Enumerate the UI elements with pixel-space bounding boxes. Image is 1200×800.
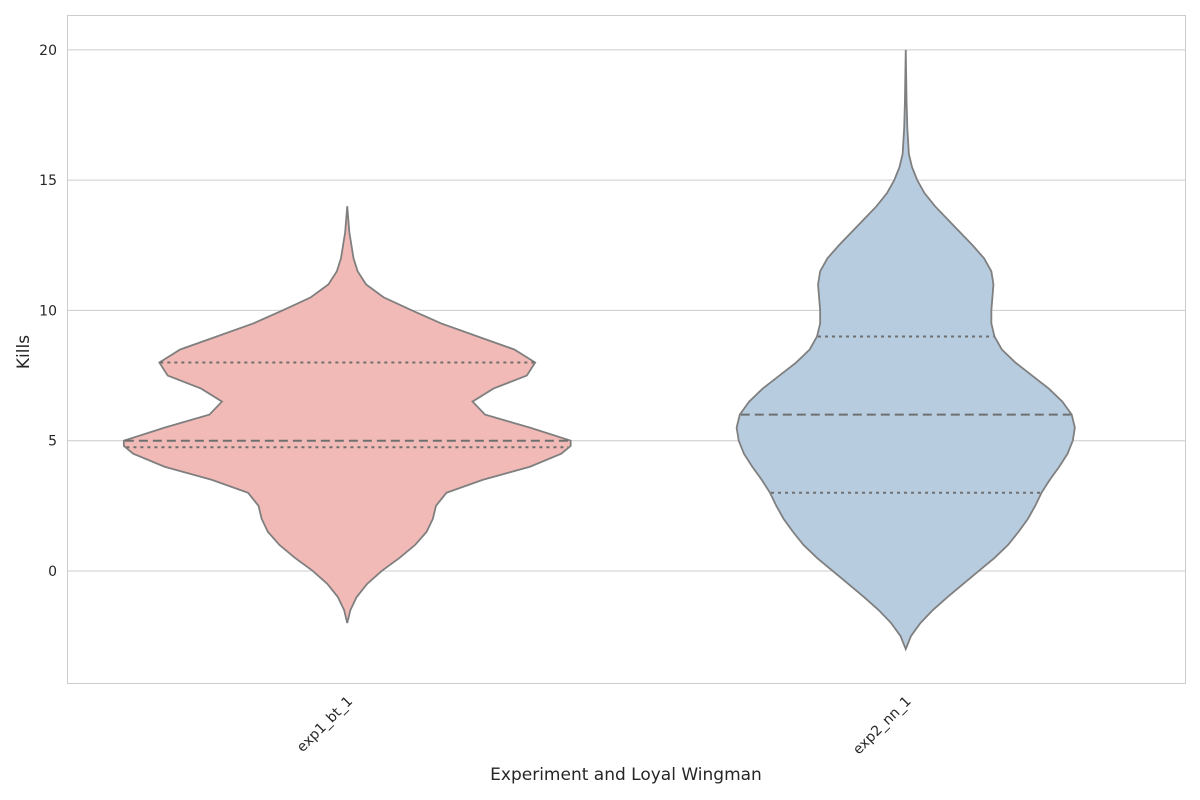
- y-tick-label: 5: [48, 434, 57, 450]
- y-tick-labels: 0 5 10 15 20: [39, 43, 57, 580]
- violins: [122, 49, 1076, 652]
- y-tick-label: 0: [48, 564, 57, 580]
- plot-frame: [67, 15, 1186, 684]
- y-tick-label: 20: [39, 43, 57, 59]
- y-axis-label: Kills: [14, 335, 34, 369]
- violin-exp1_bt_1: [122, 206, 572, 624]
- x-tick-label: exp1_bt_1: [294, 694, 356, 756]
- x-axis-label: Experiment and Loyal Wingman: [490, 765, 762, 785]
- violin-exp2_nn_1: [735, 49, 1076, 652]
- y-tick-label: 15: [39, 173, 57, 189]
- x-tick-labels: exp1_bt_1 exp2_nn_1: [294, 694, 915, 758]
- x-tick-label: exp2_nn_1: [850, 694, 914, 758]
- y-tick-label: 10: [39, 303, 57, 319]
